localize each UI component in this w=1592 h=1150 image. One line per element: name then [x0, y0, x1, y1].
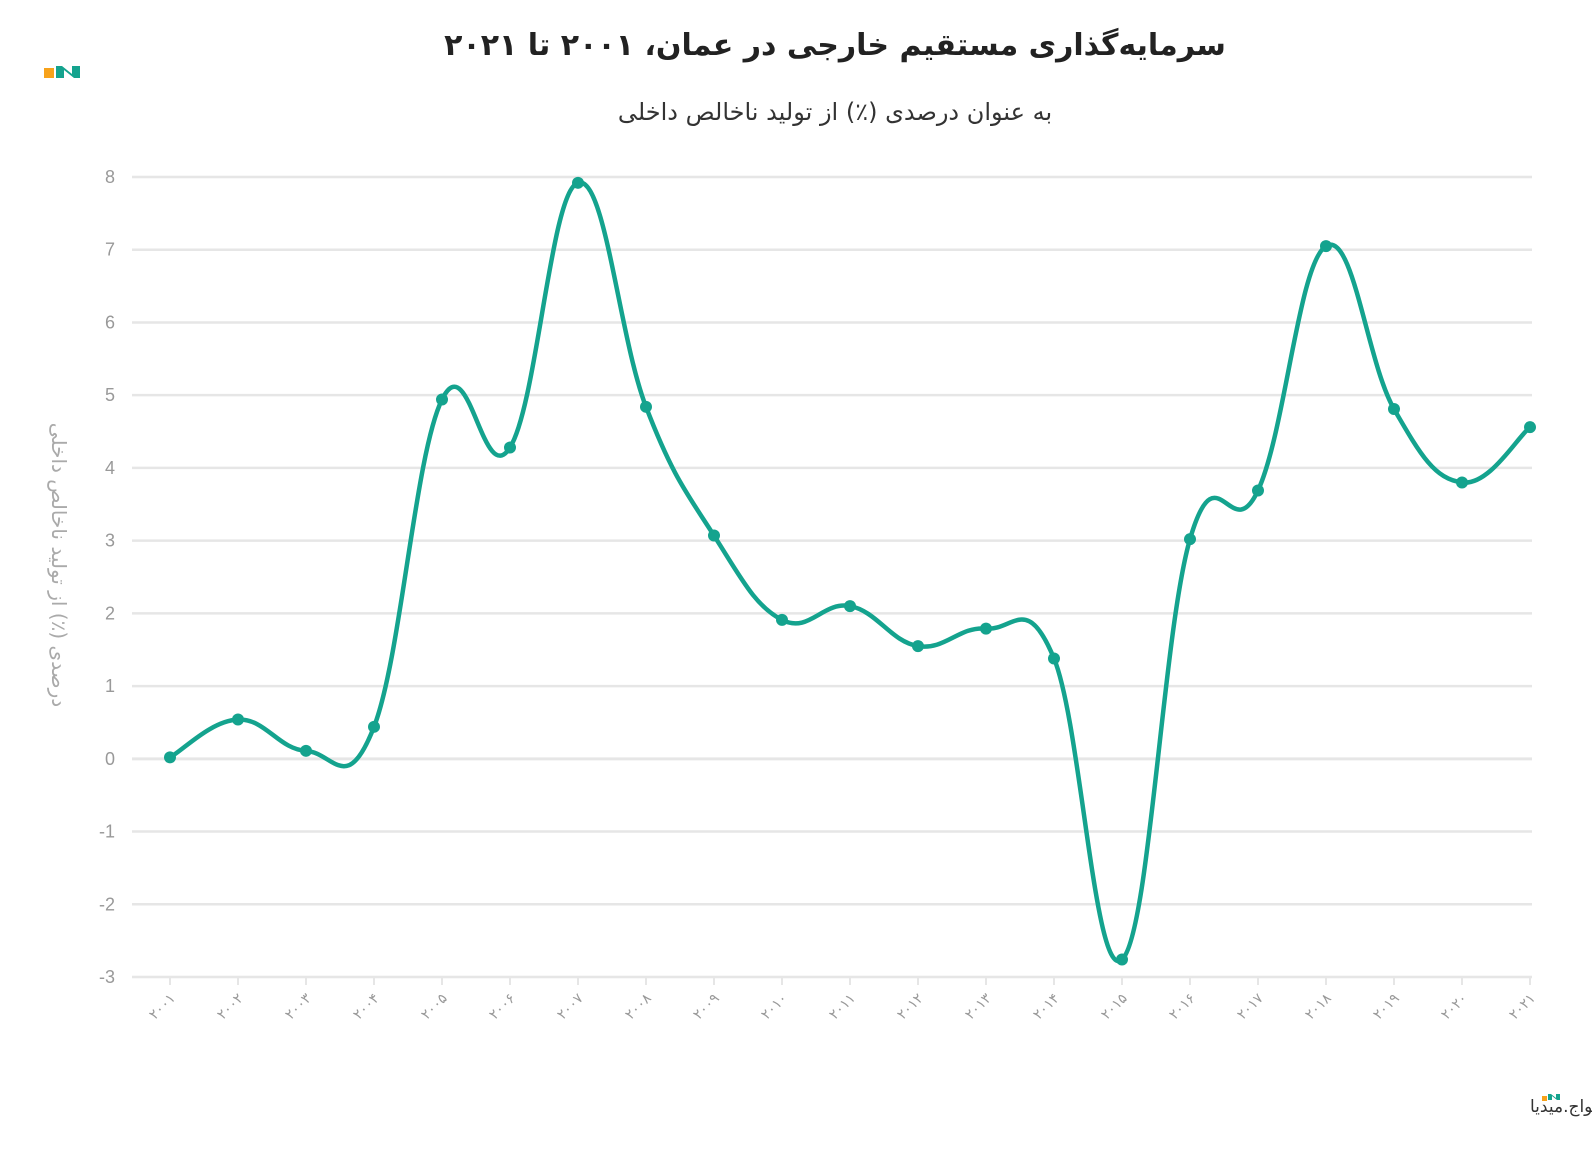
y-tick-label: 5: [105, 385, 115, 405]
y-tick-label: -1: [99, 822, 115, 842]
logo-icon: [44, 66, 80, 78]
data-point[interactable]: [1456, 476, 1468, 489]
data-point[interactable]: [708, 529, 720, 542]
y-tick-label: 4: [105, 458, 115, 478]
data-point[interactable]: [572, 176, 584, 189]
y-axis: -3 -2 -1 0 1 2 3 4 5 6 7 8: [99, 167, 115, 987]
data-point[interactable]: [300, 744, 312, 757]
data-point[interactable]: [1252, 484, 1264, 497]
x-tick-label: ۲۰۲۱: [1506, 991, 1539, 1024]
x-tick-label: ۲۰۰۳: [282, 990, 315, 1023]
x-tick-label: ۲۰۱۶: [1166, 991, 1199, 1024]
data-point[interactable]: [980, 622, 992, 635]
x-tick-label: ۲۰۰۹: [690, 991, 723, 1024]
series-line: [168, 180, 1532, 964]
x-tick-label: ۲۰۱۳: [962, 990, 995, 1023]
data-point[interactable]: [1184, 533, 1196, 546]
x-tick-label: ۲۰۰۴: [350, 991, 383, 1024]
data-point[interactable]: [776, 613, 788, 626]
y-tick-label: 3: [105, 531, 115, 551]
x-tick-label: ۲۰۱۴: [1030, 991, 1063, 1024]
y-tick-label: -3: [99, 967, 115, 987]
series: [164, 176, 1536, 966]
chart-subtitle: به عنوان درصدی (٪) از تولید ناخالص داخلی: [618, 98, 1052, 126]
data-point[interactable]: [1116, 953, 1128, 966]
x-tick-label: ۲۰۱۷: [1234, 990, 1267, 1023]
x-tick-label: ۲۰۱۰: [758, 991, 791, 1024]
x-tick-label: ۲۰۰۶: [486, 991, 519, 1024]
y-tick-label: 8: [105, 167, 115, 187]
data-point[interactable]: [164, 751, 176, 764]
x-axis: ۲۰۰۱ ۲۰۰۲ ۲۰۰۳ ۲۰۰۴ ۲۰۰۵ ۲۰۰۶ ۲۰۰۷ ۲۰۰۸ ۲۰۰۹ ۲۰۱۰…: [146, 977, 1539, 1023]
y-tick-label: 2: [105, 603, 115, 623]
x-tick-label: ۲۰۰۸: [622, 990, 655, 1023]
x-tick-label: ۲۰۱۵: [1098, 991, 1131, 1024]
data-point[interactable]: [1388, 403, 1400, 415]
y-tick-label: 0: [105, 749, 115, 769]
x-tick-label: ۲۰۰۵: [418, 991, 451, 1024]
x-tick-label: ۲۰۱۹: [1370, 991, 1403, 1024]
y-tick-label: 7: [105, 240, 115, 260]
data-point[interactable]: [640, 400, 652, 413]
y-tick-label: -2: [99, 894, 115, 914]
data-point[interactable]: [1320, 240, 1332, 253]
data-point[interactable]: [368, 720, 380, 733]
data-point[interactable]: [232, 713, 244, 726]
data-point[interactable]: [1048, 652, 1060, 665]
data-point[interactable]: [1524, 421, 1536, 434]
y-tick-label: 1: [105, 676, 115, 696]
x-tick-label: ۲۰۱۸: [1302, 990, 1335, 1023]
x-tick-label: ۲۰۰۲: [214, 991, 247, 1024]
x-tick-label: ۲۰۲۰: [1438, 991, 1471, 1024]
data-point[interactable]: [912, 640, 924, 653]
grid: [132, 175, 1532, 979]
x-tick-label: ۲۰۱۲: [894, 991, 927, 1024]
x-tick-label: ۲۰۰۱: [146, 991, 179, 1024]
x-tick-label: ۲۰۱۱: [826, 991, 859, 1024]
data-point[interactable]: [504, 441, 516, 454]
data-point[interactable]: [844, 600, 856, 613]
source-text: منبع: بانک جهانی • تولیدشده توسط امواج.م…: [1530, 1097, 1592, 1117]
chart-title: سرمایه‌گذاری مستقیم خارجی در عمان، ۲۰۰۱ …: [444, 27, 1226, 63]
source-logo-icon: [1542, 1094, 1560, 1101]
y-tick-label: 6: [105, 312, 115, 332]
y-axis-label: درصدی (٪) از تولید ناخالص داخلی: [47, 423, 71, 707]
x-tick-label: ۲۰۰۷: [554, 990, 587, 1023]
data-point[interactable]: [436, 393, 448, 406]
